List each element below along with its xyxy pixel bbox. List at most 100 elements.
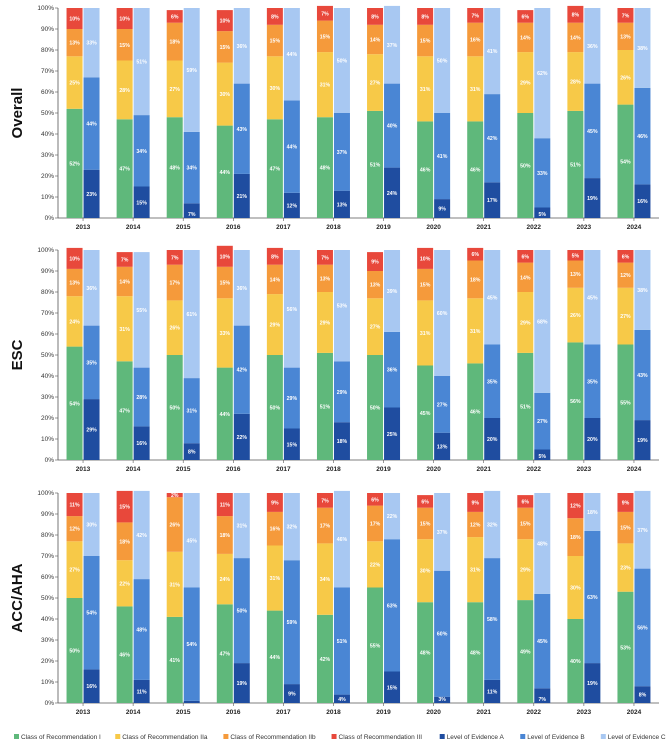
bar-segment-cor-iib [517,262,534,292]
data-label: 53% [620,645,631,651]
bar-segment-cor-i [216,125,233,218]
data-label: 45% [487,295,498,301]
y-tick-label: 60% [41,331,54,338]
bar-segment-cor-iii [367,8,384,25]
data-label: 13% [337,202,348,208]
bar-segment-cor-i [316,117,333,218]
data-label: 22% [387,514,398,520]
bar-segment-cor-iib [417,268,434,301]
bar-segment-loe-c [484,490,501,559]
bar-segment-cor-iia [417,300,434,366]
bar-segment-loe-a [283,684,300,703]
bar-segment-loe-c [283,250,300,368]
data-label: 9% [471,500,479,506]
data-label: 31% [270,576,281,582]
bar-segment-cor-iia [617,287,634,345]
bar-segment-loe-a [233,173,250,218]
bar-segment-cor-iii [517,250,534,263]
data-label: 63% [587,595,598,601]
bar-segment-loe-c [333,490,350,588]
data-label: 49% [520,650,531,656]
data-label: 13% [69,41,80,47]
bar-segment-loe-b [384,539,401,672]
bar-segment-cor-iii [316,493,333,508]
data-label: 16% [86,684,97,690]
data-label: 46% [470,410,481,416]
bar-segment-loe-a [283,428,300,460]
bar-segment-cor-i [216,604,233,703]
data-label: 4% [338,697,346,703]
bar-segment-cor-iii [417,8,434,25]
data-label: 24% [220,577,231,583]
data-label: 51% [136,60,147,66]
data-label: 48% [537,541,548,547]
bar-segment-cor-i [367,110,384,218]
bar-segment-cor-iia [367,54,384,111]
data-label: 7% [171,255,179,261]
data-label: 58% [487,617,498,623]
bar-segment-cor-iia [166,551,183,617]
data-label: 14% [270,277,281,283]
bar-segment-cor-i [367,587,384,703]
x-tick-label: 2015 [176,224,191,231]
bar-segment-cor-i [166,355,183,460]
data-label: 54% [69,401,80,407]
data-label: 56% [570,399,581,405]
bar-segment-cor-iib [166,264,183,301]
bar-segment-loe-b [534,593,551,689]
bar-segment-loe-c [434,493,451,571]
bar-segment-cor-iii [66,493,83,517]
bar-segment-cor-iib [367,24,384,55]
x-tick-label: 2018 [326,224,341,231]
bar-segment-loe-b [434,376,451,433]
bar-segment-cor-iib [617,22,634,50]
bar-segment-cor-iib [567,260,584,288]
bar-segment-loe-c [283,8,300,101]
bar-segment-cor-iii [266,8,283,25]
bar-segment-cor-i [617,344,634,460]
x-tick-label: 2015 [176,466,191,473]
data-label: 9% [288,692,296,698]
data-label: 48% [170,166,181,172]
data-label: 27% [69,568,80,574]
y-tick-label: 40% [41,373,54,380]
data-label: 50% [437,59,448,65]
bar-segment-loe-a [183,203,200,218]
bar-segment-cor-i [66,108,83,218]
data-label: 45% [187,538,198,544]
bar-segment-cor-iii [266,493,283,512]
data-label: 48% [420,651,431,657]
bar-segment-cor-iia [116,296,133,362]
bar-segment-cor-iia [316,543,333,615]
bar-segment-cor-iib [116,266,133,297]
panel-acc-aha: ACC/AHA 0% 10% 20% 30% 40% 50% 60% 70% 80% 90% 100%… [9,490,659,716]
data-label: 31% [470,87,481,93]
bar-segment-cor-iia [467,56,484,122]
bar-segment-loe-a [484,182,501,218]
data-label: 43% [637,373,648,379]
bar-segment-cor-iia [266,294,283,355]
data-label: 13% [370,283,381,289]
data-label: 20% [587,437,598,443]
data-label: 30% [220,92,231,98]
bar-segment-cor-iib [216,31,233,63]
x-tick-label: 2023 [577,466,592,473]
bar-segment-loe-b [283,100,300,193]
data-label: 27% [537,419,548,425]
y-tick-label: 10% [41,436,54,443]
data-label: 29% [270,323,281,329]
data-label: 37% [637,528,648,534]
bar-segment-loe-c [634,8,651,88]
bar-segment-cor-iib [467,260,484,299]
data-label: 15% [520,521,531,527]
data-label: 28% [136,395,147,401]
data-label: 46% [420,168,431,174]
data-label: 29% [337,390,348,396]
bar-segment-cor-iia [166,300,183,355]
data-label: 15% [420,39,431,45]
bar-segment-loe-c [183,250,200,379]
panel-title: ESC [9,339,26,370]
x-tick-label: 2016 [226,709,241,716]
bar-segment-loe-b [434,570,451,697]
x-tick-label: 2018 [326,466,341,473]
